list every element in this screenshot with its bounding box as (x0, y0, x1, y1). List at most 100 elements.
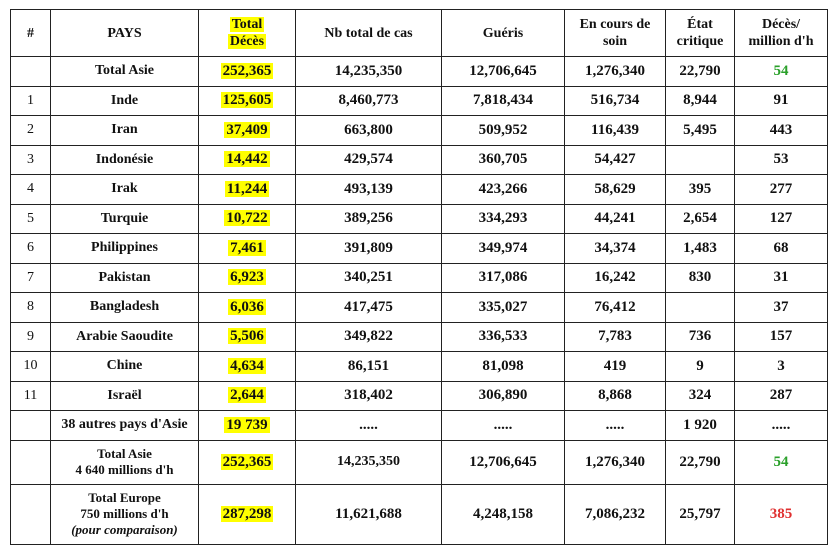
cell-per-million: 3 (734, 351, 828, 382)
cell-cases: 86,151 (295, 351, 442, 382)
cell-country: Inde (50, 85, 199, 116)
cell-deaths: 10,722 (198, 203, 296, 234)
asia-total-row: Total Asie 4 640 millions d'h 252,365 14,… (10, 439, 828, 485)
cell-active: 116,439 (564, 115, 666, 146)
cell-per-million: 287 (734, 380, 828, 411)
header-active: En cours de soin (564, 9, 666, 57)
cell-num: 7 (10, 262, 51, 293)
cell-cases: 8,460,773 (295, 85, 442, 116)
cell-cases: 663,800 (295, 115, 442, 146)
cell-deaths: 125,605 (198, 85, 296, 116)
cell-active: 58,629 (564, 174, 666, 205)
cell-per-million: 127 (734, 203, 828, 234)
cell-num: 6 (10, 233, 51, 264)
header-critical: État critique (665, 9, 735, 57)
table-row: 8 Bangladesh 6,036 417,475 335,027 76,412 37 (10, 292, 828, 323)
cell-critical: 8,944 (665, 85, 735, 116)
cell-critical: 736 (665, 321, 735, 352)
cell-cases: 349,822 (295, 321, 442, 352)
table-row: 11 Israël 2,644 318,402 306,890 8,868 324 287 (10, 380, 828, 411)
cell-active: 54,427 (564, 144, 666, 175)
cell-country: Pakistan (50, 262, 199, 293)
cell-deaths: 6,923 (198, 262, 296, 293)
cell-active: 16,242 (564, 262, 666, 293)
cell-country: Irak (50, 174, 199, 205)
table-row: 6 Philippines 7,461 391,809 349,974 34,374 1,4… (10, 233, 828, 264)
cell-active: 8,868 (564, 380, 666, 411)
cell-critical (665, 292, 735, 323)
cell-critical: 830 (665, 262, 735, 293)
cell-deaths: 2,644 (198, 380, 296, 411)
cell-num: 5 (10, 203, 51, 234)
cell-critical (665, 144, 735, 175)
cell-deaths: 5,506 (198, 321, 296, 352)
cell-critical: 1,483 (665, 233, 735, 264)
cell-per-million: 157 (734, 321, 828, 352)
cell-recovered: 335,027 (441, 292, 565, 323)
header-per-million: Décès/million d'h (734, 9, 828, 57)
asia-covid-table: # PAYS Total Décès Nb total de cas Guéris… (10, 9, 828, 545)
cell-per-million: 37 (734, 292, 828, 323)
cell-recovered: 334,293 (441, 203, 565, 234)
cell-active: 76,412 (564, 292, 666, 323)
cell-num: 4 (10, 174, 51, 205)
cell-critical: 5,495 (665, 115, 735, 146)
europe-total-row: Total Europe 750 millions d'h (pour compar… (10, 483, 828, 545)
cell-critical: 324 (665, 380, 735, 411)
cell-per-million: 277 (734, 174, 828, 205)
cell-active: 419 (564, 351, 666, 382)
cell-per-million: 31 (734, 262, 828, 293)
header-country: PAYS (50, 9, 199, 57)
cell-country: Iran (50, 115, 199, 146)
cell-cases: 389,256 (295, 203, 442, 234)
cell-active: 44,241 (564, 203, 666, 234)
cell-recovered: 509,952 (441, 115, 565, 146)
table-row: 1 Inde 125,605 8,460,773 7,818,434 516,734 8,9… (10, 85, 828, 116)
cell-per-million: 53 (734, 144, 828, 175)
header-cases: Nb total de cas (295, 9, 442, 57)
cell-recovered: 349,974 (441, 233, 565, 264)
table-row: 9 Arabie Saoudite 5,506 349,822 336,533 7,783… (10, 321, 828, 352)
cell-country: Indonésie (50, 144, 199, 175)
cell-country: Israël (50, 380, 199, 411)
cell-recovered: 7,818,434 (441, 85, 565, 116)
cell-critical: 9 (665, 351, 735, 382)
header-recovered: Guéris (441, 9, 565, 57)
cell-deaths: 37,409 (198, 115, 296, 146)
cell-active: 516,734 (564, 85, 666, 116)
cell-deaths: 14,442 (198, 144, 296, 175)
cell-country: Arabie Saoudite (50, 321, 199, 352)
cell-deaths: 6,036 (198, 292, 296, 323)
table-row: 5 Turquie 10,722 389,256 334,293 44,241 2,654 1… (10, 203, 828, 234)
cell-per-million: 68 (734, 233, 828, 264)
cell-deaths: 11,244 (198, 174, 296, 205)
header-row: # PAYS Total Décès Nb total de cas Guéris… (10, 9, 828, 57)
table-row: 2 Iran 37,409 663,800 509,952 116,439 5,495 443 (10, 115, 828, 146)
cell-country: Chine (50, 351, 199, 382)
cell-num: 10 (10, 351, 51, 382)
cell-critical: 395 (665, 174, 735, 205)
cell-cases: 417,475 (295, 292, 442, 323)
cell-cases: 318,402 (295, 380, 442, 411)
cell-recovered: 336,533 (441, 321, 565, 352)
cell-country: Philippines (50, 233, 199, 264)
cell-num: 1 (10, 85, 51, 116)
cell-active: 7,783 (564, 321, 666, 352)
header-num: # (10, 9, 51, 57)
cell-critical: 2,654 (665, 203, 735, 234)
cell-num: 3 (10, 144, 51, 175)
table-row: 4 Irak 11,244 493,139 423,266 58,629 395 277 (10, 174, 828, 205)
others-row: 38 autres pays d'Asie 19 739 ..... .....… (10, 410, 828, 441)
cell-per-million: 443 (734, 115, 828, 146)
cell-active: 34,374 (564, 233, 666, 264)
cell-cases: 340,251 (295, 262, 442, 293)
cell-recovered: 360,705 (441, 144, 565, 175)
table-row: 3 Indonésie 14,442 429,574 360,705 54,427 53 (10, 144, 828, 175)
cell-recovered: 317,086 (441, 262, 565, 293)
cell-deaths: 7,461 (198, 233, 296, 264)
cell-recovered: 306,890 (441, 380, 565, 411)
cell-recovered: 81,098 (441, 351, 565, 382)
cell-num: 9 (10, 321, 51, 352)
cell-cases: 429,574 (295, 144, 442, 175)
cell-per-million: 91 (734, 85, 828, 116)
